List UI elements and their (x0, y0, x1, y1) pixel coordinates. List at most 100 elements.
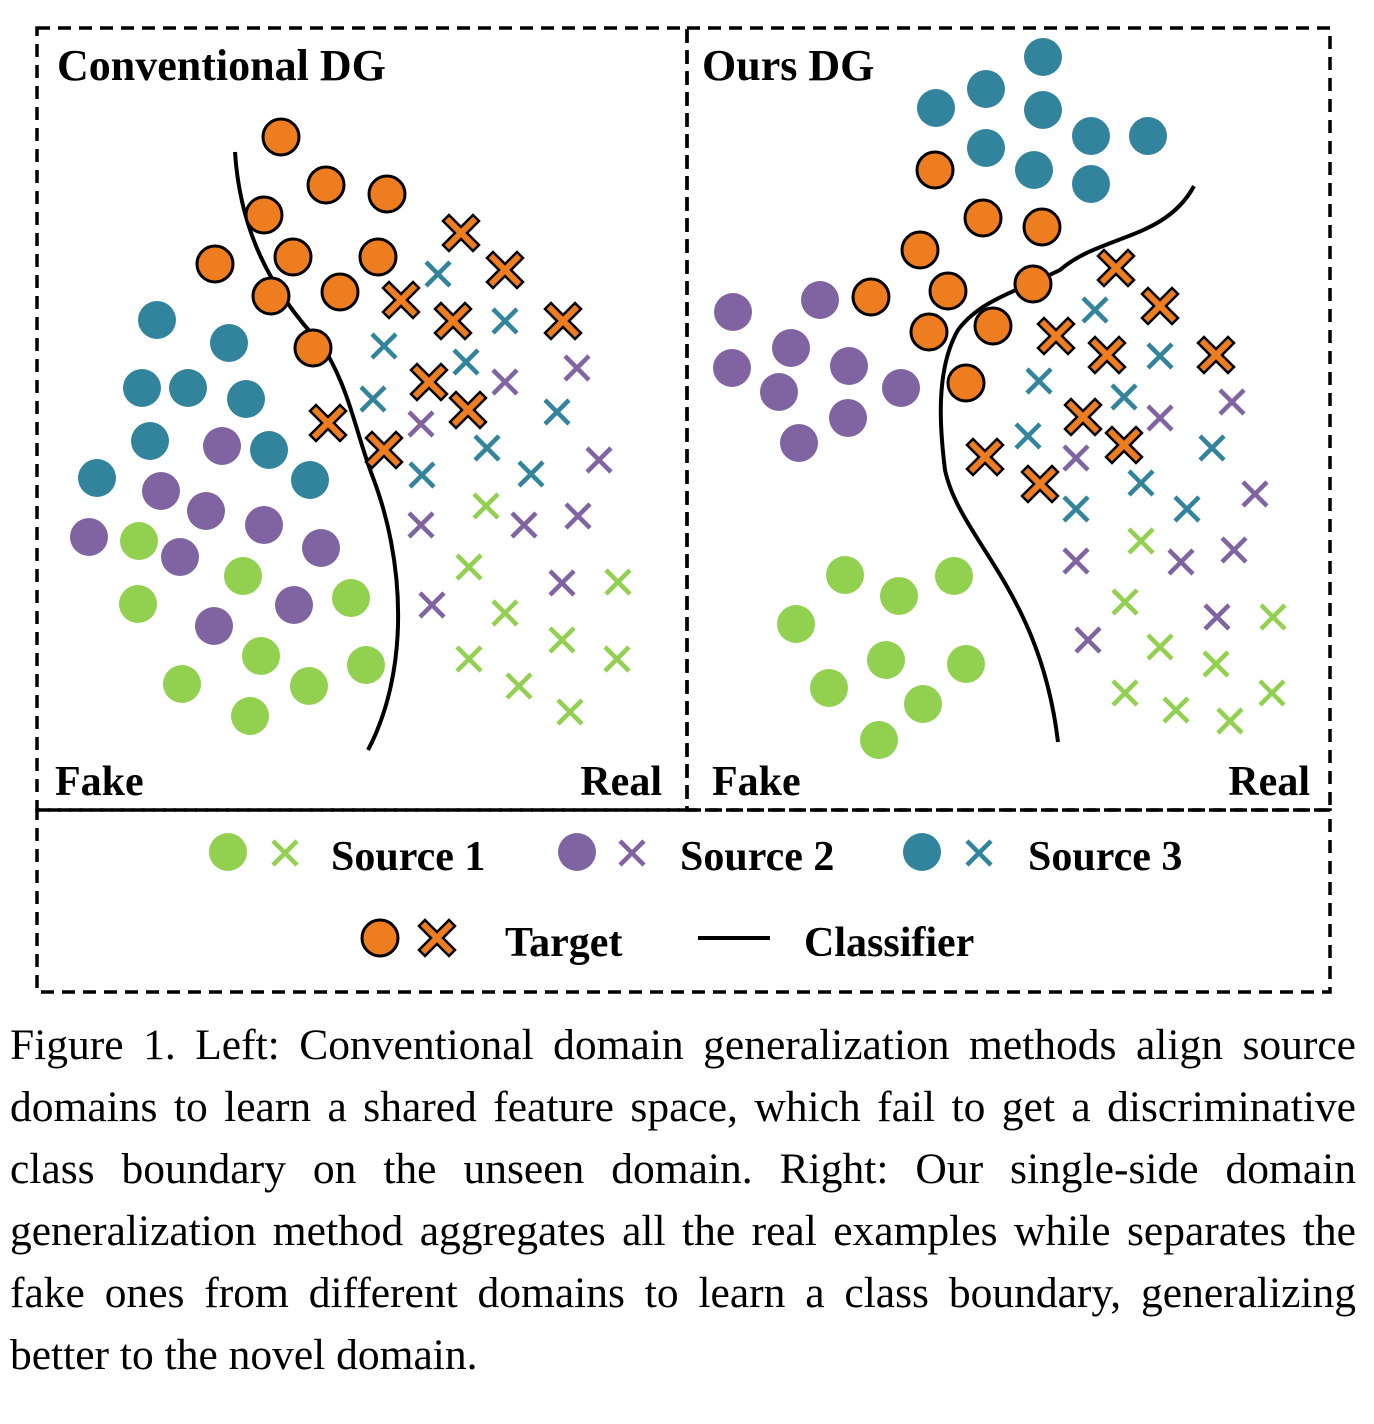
source-1-fake-circle (242, 637, 280, 675)
source-2-real-cross (1241, 480, 1269, 508)
source-1-real-cross (1216, 707, 1244, 735)
source-1-real-cross (455, 645, 483, 673)
source-3-fake-circle (1015, 151, 1053, 189)
source-2-fake-circle (558, 833, 596, 871)
source-1-real-cross (1127, 527, 1155, 555)
target-real-cross (381, 280, 421, 320)
target-real-cross (1087, 335, 1127, 375)
source-3-fake-circle (1024, 38, 1062, 76)
source-3-fake-circle (123, 369, 161, 407)
target-real-cross (1096, 248, 1136, 288)
target-real-cross (364, 430, 404, 470)
left-fake-label: Fake (55, 759, 144, 805)
source-3-fake-circle (138, 301, 176, 339)
source-1-real-cross (455, 553, 483, 581)
source-3-fake-circle (917, 89, 955, 127)
source-2-fake-circle (830, 347, 868, 385)
source-3-fake-circle (1072, 165, 1110, 203)
left-real-label: Real (580, 759, 662, 805)
source-1-fake-circle (935, 557, 973, 595)
source-2-real-cross (407, 410, 435, 438)
source-2-fake-circle (829, 399, 867, 437)
source-1-fake-circle (947, 645, 985, 683)
target-fake-circle (1022, 207, 1062, 247)
source-3-real-cross (1025, 367, 1053, 395)
legend-markers (209, 833, 993, 958)
source-3-real-cross (1014, 422, 1042, 450)
source-2-fake-circle (245, 506, 283, 544)
source-1-fake-circle (209, 833, 247, 871)
source-3-fake-circle (210, 324, 248, 362)
source-3-fake-circle (1129, 117, 1167, 155)
source-3-real-cross (408, 461, 436, 489)
source-1-fake-circle (224, 557, 262, 595)
source-2-fake-circle (714, 293, 752, 331)
right-classifier-boundary (938, 185, 1196, 743)
source-2-fake-circle (772, 329, 810, 367)
source-2-real-cross (418, 591, 446, 619)
source-3-real-cross (1062, 495, 1090, 523)
source-2-real-cross (1146, 404, 1174, 432)
source-1-fake-circle (810, 669, 848, 707)
target-fake-circle (915, 150, 955, 190)
source-2-real-cross (510, 511, 538, 539)
target-fake-circle (306, 165, 346, 205)
source-2-real-cross (1062, 547, 1090, 575)
legend-label-source-3: Source 3 (1028, 834, 1182, 880)
source-2-real-cross (491, 368, 519, 396)
target-real-cross (1020, 464, 1060, 504)
source-3-real-cross (517, 460, 545, 488)
source-1-fake-circle (231, 697, 269, 735)
right-fake-label: Fake (712, 759, 801, 805)
source-3-real-cross (1127, 469, 1155, 497)
source-3-real-cross (491, 307, 519, 335)
source-3-fake-circle (967, 70, 1005, 108)
source-2-fake-circle (142, 472, 180, 510)
source-2-real-cross (618, 839, 646, 867)
source-1-real-cross (556, 698, 584, 726)
source-1-real-cross (1162, 696, 1190, 724)
figure-diagram: Conventional DG Ours DG Fake Real Fake R… (35, 26, 1332, 994)
legend-frame (35, 808, 1332, 994)
target-real-cross (1036, 316, 1076, 356)
source-2-fake-circle (70, 518, 108, 556)
target-real-cross (448, 390, 488, 430)
target-fake-circle (261, 117, 301, 157)
target-fake-circle (900, 230, 940, 270)
source-3-fake-circle (1024, 91, 1062, 129)
source-2-fake-circle (760, 373, 798, 411)
source-2-real-cross (548, 569, 576, 597)
source-3-real-cross (1198, 434, 1226, 462)
source-2-real-cross (585, 446, 613, 474)
target-real-cross (441, 213, 481, 253)
left-panel-title: Conventional DG (57, 41, 386, 90)
source-2-real-cross (1220, 536, 1248, 564)
legend-label-source-2: Source 2 (680, 834, 834, 880)
source-1-fake-circle (880, 577, 918, 615)
source-1-fake-circle (332, 579, 370, 617)
left-classifier-boundary (233, 151, 401, 751)
source-3-real-cross (1146, 342, 1174, 370)
target-fake-circle (320, 272, 360, 312)
source-2-fake-circle (801, 281, 839, 319)
target-real-cross (485, 250, 525, 290)
source-2-fake-circle (275, 586, 313, 624)
legend-label-target: Target (505, 920, 622, 966)
target-real-cross (409, 362, 449, 402)
source-3-real-cross (1173, 495, 1201, 523)
target-fake-circle (360, 918, 400, 958)
source-1-real-cross (603, 645, 631, 673)
source-3-fake-circle (227, 380, 265, 418)
source-2-real-cross (563, 354, 591, 382)
source-3-real-cross (359, 385, 387, 413)
source-2-fake-circle (203, 427, 241, 465)
source-2-real-cross (1167, 548, 1195, 576)
target-real-cross (1063, 397, 1103, 437)
target-fake-circle (251, 276, 291, 316)
source-1-fake-circle (867, 641, 905, 679)
source-3-fake-circle (250, 431, 288, 469)
target-real-cross (1196, 335, 1236, 375)
source-1-real-cross (271, 839, 299, 867)
source-3-fake-circle (967, 129, 1005, 167)
source-1-fake-circle (347, 646, 385, 684)
